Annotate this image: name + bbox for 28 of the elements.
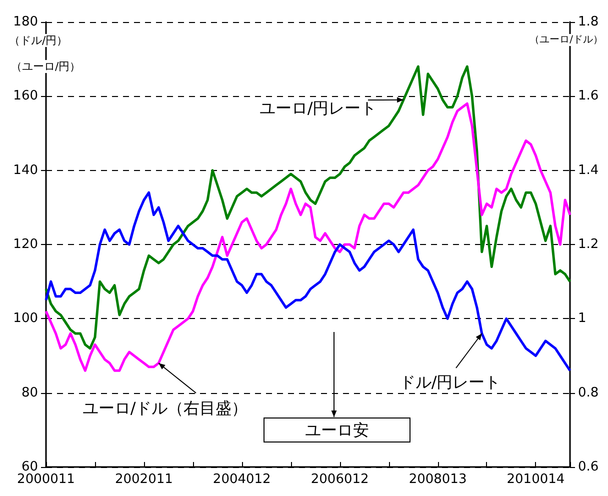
series-label: ドル/円レート <box>399 372 501 392</box>
y2-tick-label: 1 <box>578 311 586 326</box>
annotation: ユーロ安 <box>305 420 369 440</box>
line-series <box>44 102 572 372</box>
y2-tick-label: 1.4 <box>578 162 599 178</box>
line-series <box>44 191 572 372</box>
y-axis-title: （ドル/円）（ユーロ/円） <box>9 34 81 73</box>
series-label: ユーロ/ドル（右目盛） <box>82 398 248 418</box>
series-label: ユーロ/円レート <box>259 98 377 118</box>
y2-tick-label: 1.8 <box>578 14 599 30</box>
y-tick-label: 140 <box>13 162 38 178</box>
x-tick-label: 2010014 <box>506 472 565 487</box>
y2-tick-label: 0.6 <box>578 460 599 474</box>
y-tick-label: 120 <box>13 237 38 252</box>
x-tick-label: 2000011 <box>17 472 75 487</box>
y-tick-label: 80 <box>21 385 38 400</box>
x-tick-label: 2008013 <box>408 472 467 487</box>
x-tick-label: 2002011 <box>114 472 173 487</box>
y2-axis-title: （ユーロ/ドル） <box>530 34 604 46</box>
y2-tick-label: 1.2 <box>578 237 599 252</box>
y2-tick-label: 0.8 <box>578 385 599 400</box>
y2-tick-label: 1.6 <box>578 88 599 104</box>
x-tick-label: 2006012 <box>310 472 369 487</box>
y-tick-label: 60 <box>21 460 38 474</box>
y-tick-label: 100 <box>13 311 38 326</box>
x-tick-label: 2004012 <box>212 472 271 487</box>
y-tick-label: 180 <box>13 14 38 30</box>
y-tick-label: 160 <box>13 88 38 104</box>
